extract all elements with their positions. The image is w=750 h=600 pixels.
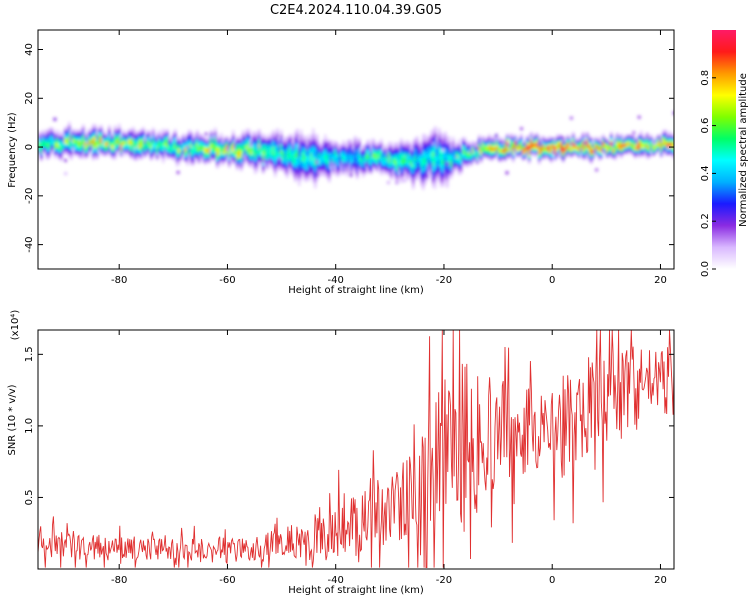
- snr-y-tick-label: 1.0: [24, 418, 35, 434]
- spectrogram-frame: [37, 29, 675, 270]
- snr-x-tick-label: -60: [219, 575, 235, 586]
- snr-y-tick-label: 1.5: [24, 346, 35, 362]
- colorbar-tick-label: 0.0: [700, 261, 711, 277]
- spectrogram-y-tick-label: 40: [24, 43, 35, 56]
- spectrogram-y-axis: -40 -20 0 20 40: [24, 43, 674, 253]
- colorbar-tick-label: 0.4: [700, 165, 711, 181]
- spectrogram-panel: -80 -60 -40 -20 0 20 -40 -20 0 20 40 Height of st…: [7, 29, 749, 296]
- snr-x-tick-label: -20: [436, 575, 452, 586]
- snr-x-tick-label: 0: [549, 575, 555, 586]
- snr-y-axis: 0.5 1.0 1.5: [24, 346, 674, 505]
- spectrogram-x-tick-label: -80: [111, 275, 127, 286]
- spectrogram-x-axis: -80 -60 -40 -20 0 20: [111, 30, 667, 286]
- snr-x-tick-label: 20: [654, 575, 667, 586]
- spectrogram-x-tick-label: -40: [328, 275, 344, 286]
- snr-y-tick-label: 0.5: [24, 489, 35, 505]
- spectrogram-y-tick-label: 0: [24, 144, 35, 150]
- spectrogram-x-tick-label: -20: [436, 275, 452, 286]
- spectrogram-heatmap: [38, 111, 674, 191]
- colorbar-axis: 0.0 0.2 0.4 0.6 0.8: [700, 70, 716, 277]
- chart-title: C2E4.2024.110.04.39.G05: [270, 3, 442, 18]
- colorbar-tick-label: 0.2: [700, 213, 711, 229]
- snr-panel: -80 -60 -40 -20 0 20 0.5 1.0 1.5 Height of stra…: [7, 310, 675, 596]
- spectrogram-x-tick-label: 0: [549, 275, 555, 286]
- spectrogram-y-tick-label: -20: [24, 188, 35, 204]
- snr-frame: [37, 329, 675, 570]
- spectrogram-x-label: Height of straight line (km): [288, 285, 424, 296]
- spectrogram-y-label: Frequency (Hz): [7, 112, 18, 188]
- colorbar-tick-label: 0.8: [700, 70, 711, 86]
- spectrogram-x-tick-label: -60: [219, 275, 235, 286]
- snr-x-tick-label: -40: [328, 575, 344, 586]
- spectrogram-y-tick-label: 20: [24, 92, 35, 105]
- spectrogram-y-tick-label: -40: [24, 236, 35, 252]
- snr-y-multiplier: (x10⁴): [10, 310, 21, 341]
- spectrogram-x-tick-label: 20: [654, 275, 667, 286]
- colorbar: [712, 30, 736, 269]
- snr-series-line: [38, 330, 674, 569]
- snr-y-label: SNR (10 * v/v): [7, 384, 18, 455]
- snr-x-label: Height of straight line (km): [288, 585, 424, 596]
- colorbar-label: Normalized spectral amplitude: [738, 73, 749, 227]
- colorbar-tick-label: 0.6: [700, 118, 711, 134]
- snr-x-axis: -80 -60 -40 -20 0 20: [111, 330, 667, 586]
- snr-x-tick-label: -80: [111, 575, 127, 586]
